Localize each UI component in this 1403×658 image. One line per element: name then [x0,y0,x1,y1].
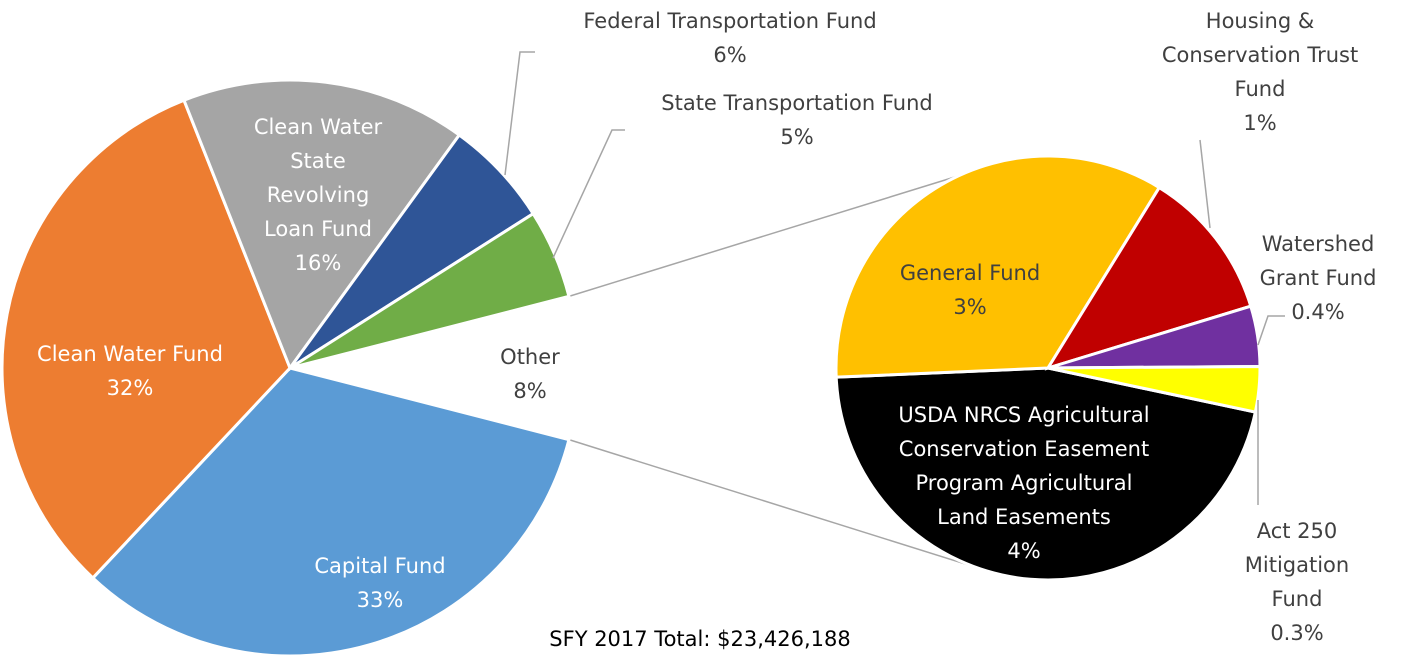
pie-slice [182,78,462,372]
leader-line [504,51,535,176]
slice-value-label: 1% [1243,111,1276,135]
slice-value-label: 8% [513,379,546,403]
slice-label: Capital Fund [314,554,445,578]
slice-label: State Transportation Fund [661,91,932,115]
slice-label: Act 250 Mitigation Fund [1245,519,1349,611]
pie-slice [1047,364,1262,414]
leader-line [1199,139,1211,229]
slice-label: Other [500,345,560,369]
slice-label: Housing & Conservation Trust Fund [1162,9,1358,101]
slice-value-label: 3% [953,295,986,319]
slice-label: Federal Transportation Fund [583,9,876,33]
pie-slice [834,366,1258,582]
connector-line [568,438,976,568]
pie-slice [1044,185,1253,371]
slice-value-label: 16% [295,251,342,275]
annotation: SFY 2017 Total: $23,426,188 [549,627,850,651]
pie-slice [290,296,578,440]
slice-label: Clean Water State Revolving Loan Fund [254,115,383,241]
slice-label: General Fund [900,261,1040,285]
slice-value-label: 5% [780,125,813,149]
slice-label: Watershed Grant Fund [1260,232,1377,290]
slice-value-label: 33% [357,588,404,612]
leader-line [1257,315,1285,346]
slice-value-label: 4% [1007,539,1040,563]
slice-label: Clean Water Fund [37,342,223,366]
slice-value-label: 32% [107,376,154,400]
slice-value-label: 6% [713,43,746,67]
slice-value-label: 0.3% [1270,621,1323,645]
pie-slice [0,98,292,581]
pie-slice [834,154,1162,379]
pie-slice [90,366,571,658]
slice-label: USDA NRCS Agricultural Conservation Easem… [898,403,1149,529]
slice-value-label: 0.4% [1291,300,1344,324]
connector-line [568,175,959,298]
leader-line [552,129,625,259]
